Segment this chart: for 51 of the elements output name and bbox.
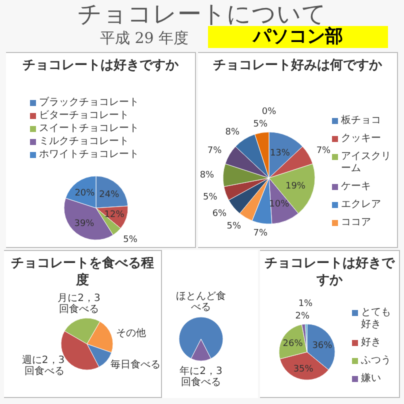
- text: チョコレートについて: [76, 0, 326, 28]
- data-label: 5%: [202, 192, 218, 203]
- legend-label: 板チョコ: [341, 115, 381, 127]
- slice-label: その他: [116, 327, 146, 340]
- slice-label: 週に2，3回食べる: [22, 354, 65, 377]
- data-label: 7%: [207, 146, 222, 156]
- slice-label: 毎日食べる: [110, 358, 160, 370]
- legend-label: ケーキ: [341, 181, 371, 193]
- text: パソコン部: [208, 26, 388, 48]
- chart-title: チョコレート好みは何ですか: [212, 57, 383, 74]
- chart-title: チョコレートを食べる程度: [10, 255, 155, 289]
- data-label: 26%: [282, 339, 304, 349]
- data-label: 35%: [293, 364, 314, 374]
- legend-label: ミルクチョコレート: [39, 136, 129, 148]
- data-label: 12%: [104, 210, 125, 220]
- legend-label: とても好き: [361, 307, 392, 331]
- data-label: 7%: [316, 146, 332, 156]
- data-label: 24%: [99, 190, 120, 200]
- slice-label: 年に2，3回食べる: [180, 365, 222, 388]
- text: 平成 29 年度: [100, 28, 189, 48]
- data-label: 5%: [226, 221, 242, 232]
- legend-label: 好き: [361, 337, 381, 349]
- data-label: 7%: [253, 228, 268, 238]
- slice-label: ほとんど食べる: [176, 290, 226, 313]
- data-label: 8%: [225, 128, 240, 138]
- legend-label: クッキー: [341, 133, 381, 145]
- legend-label: ココア: [341, 217, 371, 229]
- legend-label: エクレア: [341, 199, 381, 211]
- data-label: 19%: [285, 182, 306, 192]
- legend-label: 嫌い: [361, 373, 381, 385]
- data-label: 6%: [212, 209, 228, 220]
- chart-title: チョコレートは好きですか: [264, 255, 395, 289]
- data-label: 20%: [74, 188, 96, 198]
- slice-label: 月に2，3回食べる: [58, 293, 100, 316]
- data-label: 5%: [253, 120, 268, 130]
- data-label: 1%: [298, 299, 314, 310]
- data-label: 5%: [123, 234, 138, 245]
- legend-label: ビターチョコレート: [39, 110, 129, 122]
- data-label: 8%: [200, 170, 215, 181]
- legend-label: ふつう: [361, 355, 391, 367]
- legend-label: ホワイトチョコレート: [39, 149, 139, 161]
- text: 0%: [262, 107, 276, 117]
- pie-slice: [178, 316, 224, 359]
- data-label: 13%: [270, 148, 290, 159]
- data-label: 39%: [74, 219, 95, 230]
- data-label: 2%: [295, 311, 310, 322]
- legend-label: アイスクリーム: [341, 151, 392, 175]
- legend-label: ブラックチョコレート: [39, 97, 139, 109]
- legend-label: スイートチョコレート: [39, 123, 139, 135]
- chart-title: チョコレートは好きですか: [22, 57, 180, 74]
- data-label: 36%: [312, 340, 333, 351]
